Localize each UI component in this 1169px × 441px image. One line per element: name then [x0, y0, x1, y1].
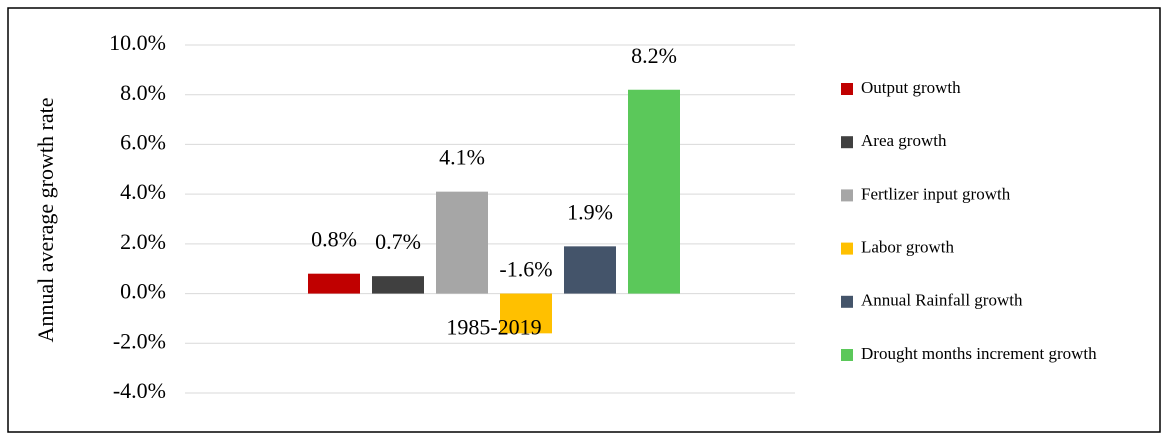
- legend-label: Labor growth: [861, 238, 955, 257]
- y-tick-label: 2.0%: [120, 229, 166, 254]
- data-label: 4.1%: [439, 145, 485, 170]
- y-tick-label: -4.0%: [113, 378, 166, 403]
- data-label: -1.6%: [499, 257, 552, 282]
- chart-border: [7, 7, 1161, 433]
- y-tick-label: -2.0%: [113, 328, 166, 353]
- y-axis-label: Annual average growth rate: [33, 98, 58, 343]
- bar: [500, 293, 552, 334]
- legend-swatch: [841, 349, 853, 361]
- legend-label: Area growth: [861, 131, 947, 150]
- data-label: 1.9%: [567, 199, 613, 224]
- legend-swatch: [841, 83, 853, 95]
- data-label: 0.7%: [375, 229, 421, 254]
- legend-swatch: [841, 136, 853, 149]
- legend-label: Drought months increment growth: [861, 344, 1097, 363]
- legend-label: Annual Rainfall growth: [861, 291, 1023, 310]
- data-label: 8.2%: [631, 43, 677, 68]
- y-tick-label: 10.0%: [109, 30, 166, 55]
- legend-label: Fertlizer input growth: [861, 184, 1011, 203]
- y-tick-label: 6.0%: [120, 129, 166, 154]
- data-label: 0.8%: [311, 227, 357, 252]
- legend-swatch: [841, 242, 853, 255]
- bar: [372, 276, 424, 294]
- bar: [628, 89, 680, 294]
- legend-swatch: [841, 189, 853, 202]
- y-tick-label: 8.0%: [120, 80, 166, 105]
- legend-swatch: [841, 295, 853, 308]
- bar: [436, 191, 488, 294]
- x-tick-label: 1985-2019: [446, 315, 541, 340]
- bar: [564, 246, 616, 294]
- y-tick-label: 4.0%: [120, 179, 166, 204]
- bar: [308, 273, 360, 294]
- y-tick-label: 0.0%: [120, 279, 166, 304]
- legend-label: Output growth: [861, 78, 961, 97]
